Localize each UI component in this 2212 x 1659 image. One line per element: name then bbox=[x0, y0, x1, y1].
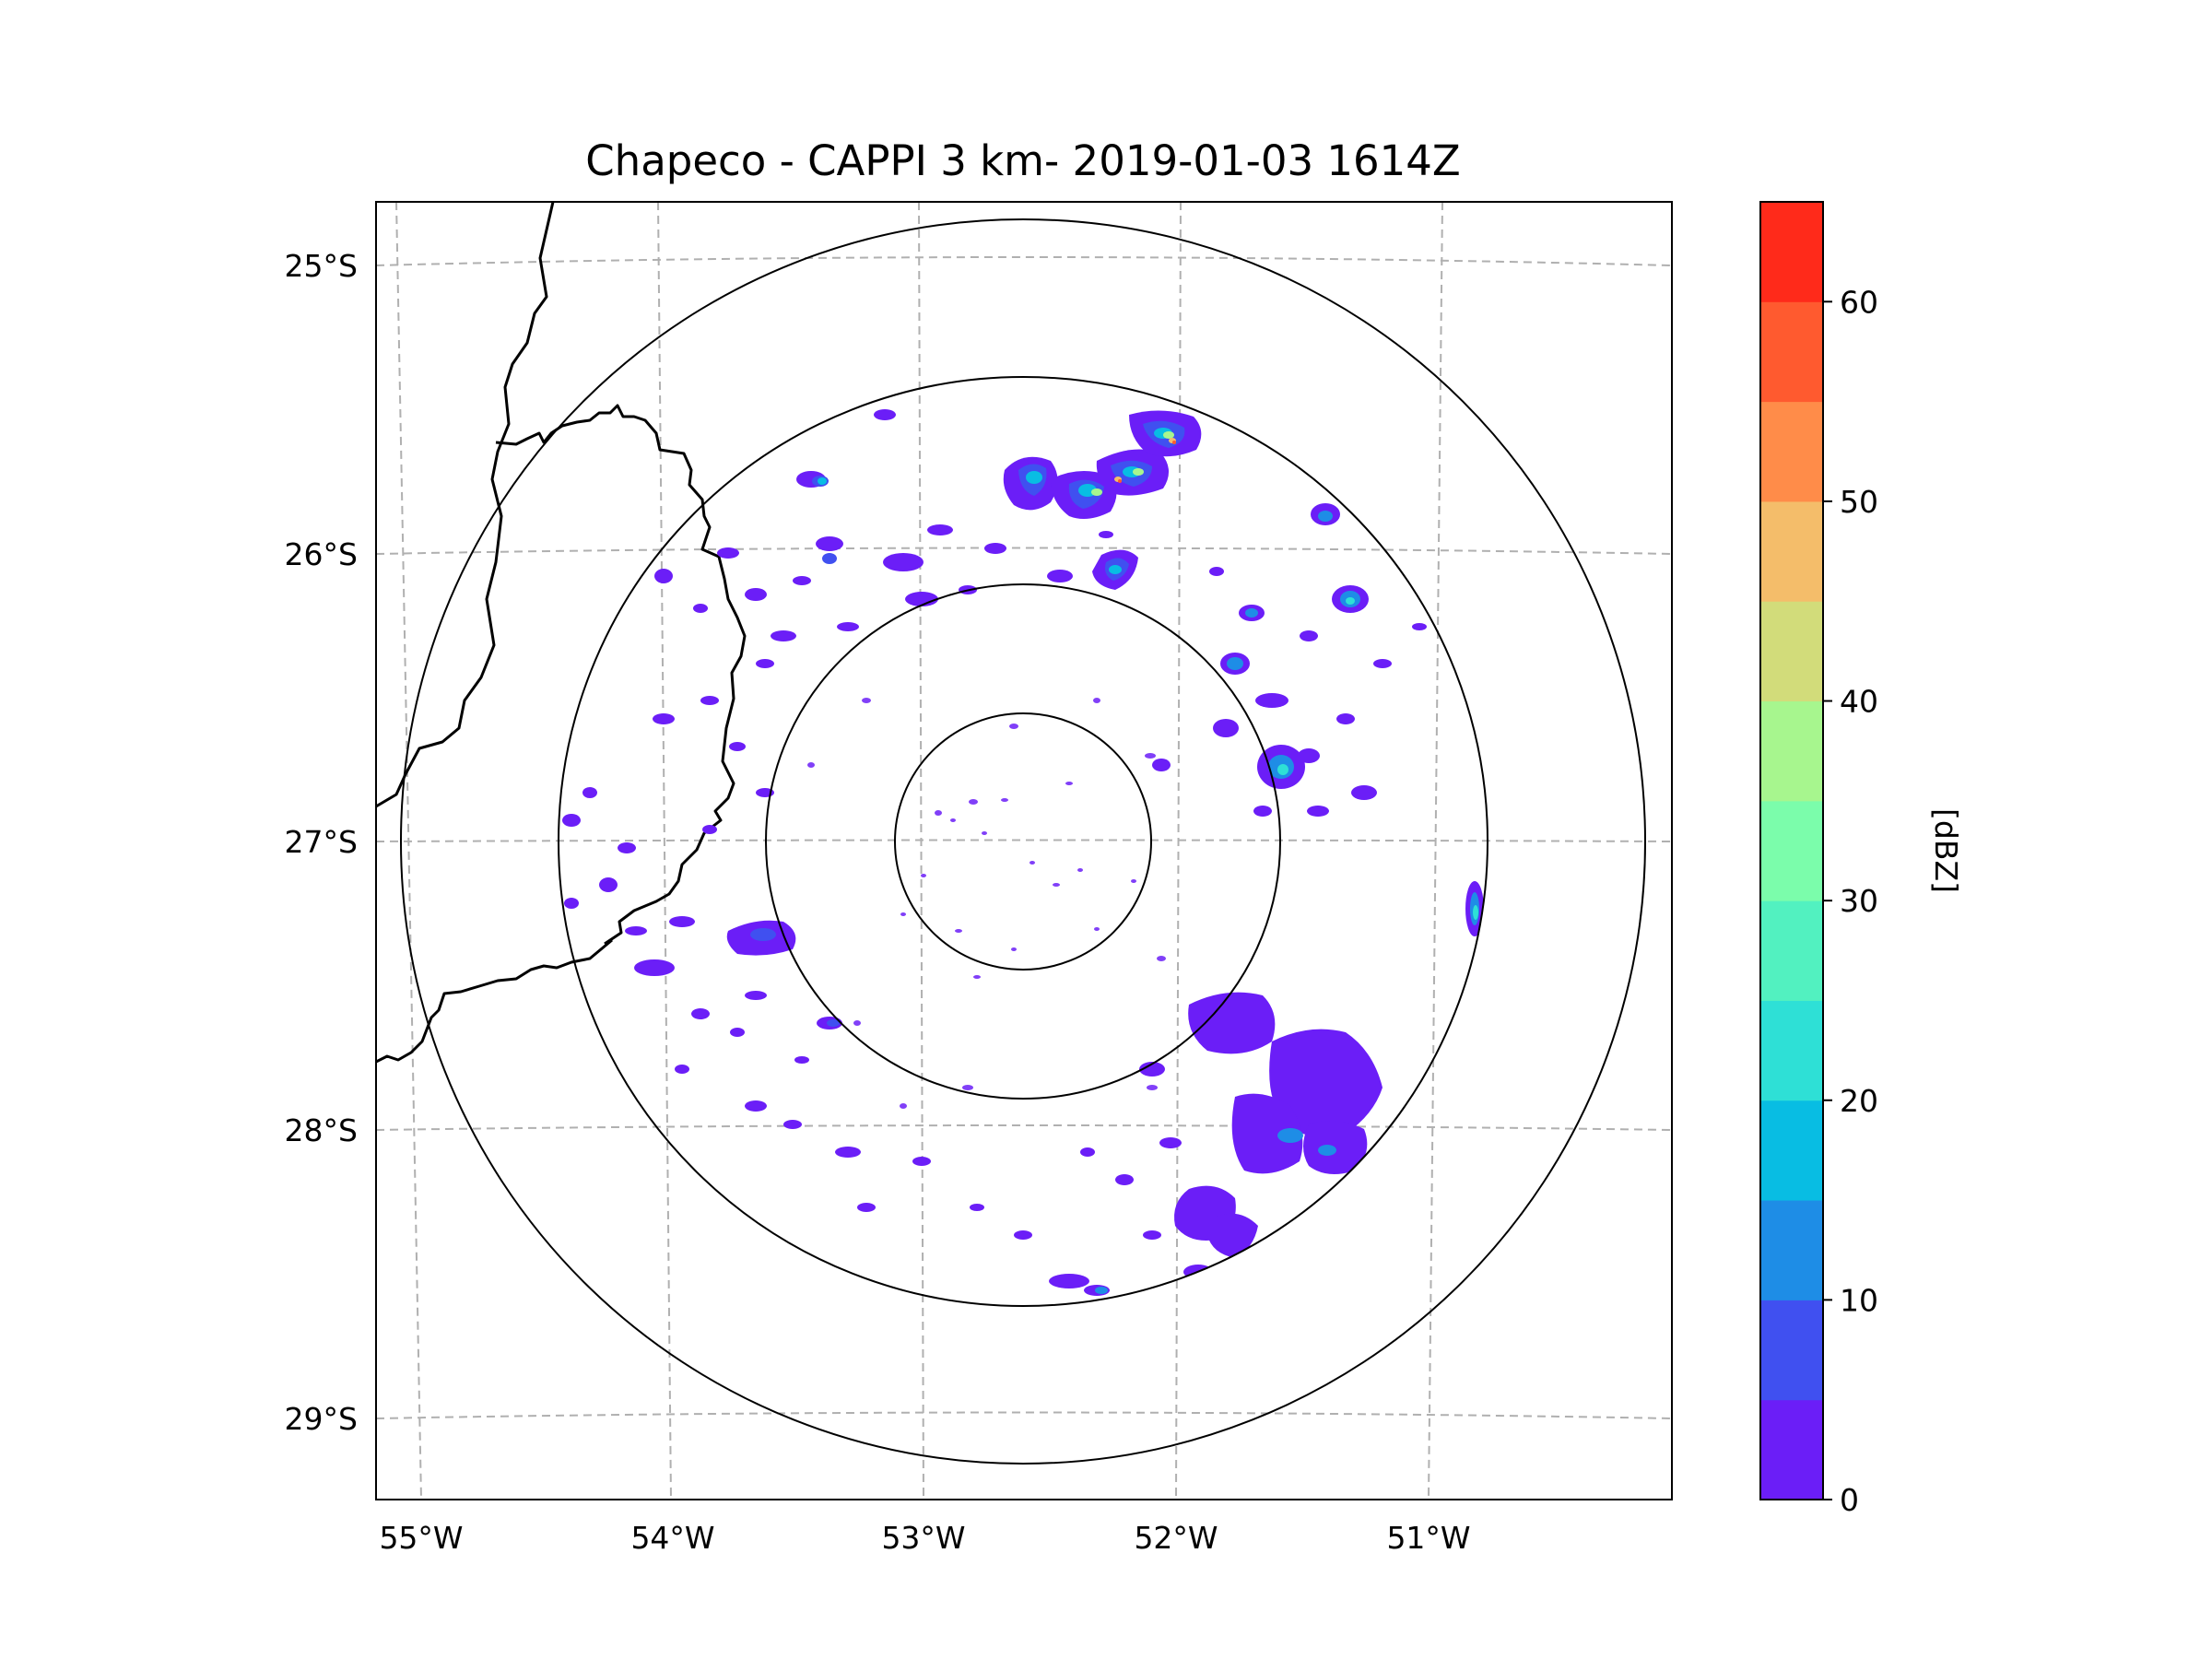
range-rings bbox=[400, 218, 1646, 1465]
colorbar-bin-1 bbox=[1760, 1300, 1823, 1401]
colorbar-tick-label: 50 bbox=[1840, 484, 1878, 520]
grid-lon-54w bbox=[657, 202, 672, 1500]
lat-label: 29°S bbox=[285, 1401, 358, 1437]
lon-label: 54°W bbox=[630, 1520, 714, 1556]
map-frame bbox=[375, 201, 1673, 1500]
lon-label: 55°W bbox=[379, 1520, 463, 1556]
grid-lon-55w bbox=[395, 202, 422, 1500]
colorbar-bin-12 bbox=[1760, 202, 1823, 302]
graticule bbox=[376, 202, 1672, 1500]
grid-lon-52w bbox=[1175, 202, 1182, 1500]
border-santa-catarina-rio-grande-do-sul bbox=[376, 938, 613, 1064]
range-ring-2 bbox=[765, 583, 1281, 1100]
latitude-labels: 25°S 26°S 27°S 28°S 29°S bbox=[285, 248, 358, 1437]
colorbar-bins bbox=[1760, 202, 1823, 1500]
echo-east-moderate bbox=[1277, 597, 1478, 920]
colorbar-tick-label: 30 bbox=[1840, 883, 1878, 919]
map-background bbox=[376, 202, 1672, 1500]
reflectivity-echoes bbox=[562, 409, 1484, 1296]
colorbar-bin-9 bbox=[1760, 500, 1823, 602]
colorbar-bin-7 bbox=[1760, 700, 1823, 802]
echo-southeast-field bbox=[970, 992, 1382, 1296]
range-ring-3 bbox=[558, 376, 1488, 1307]
echo-north-strong bbox=[1091, 431, 1174, 496]
colorbar-tick-label: 10 bbox=[1840, 1282, 1878, 1318]
colorbar-ticks: 0 10 20 30 40 50 60 bbox=[1823, 284, 1878, 1518]
echo-east-core bbox=[1227, 511, 1479, 925]
border-argentina-parana bbox=[376, 202, 555, 808]
range-ring-1 bbox=[894, 712, 1152, 971]
colorbar-bin-5 bbox=[1760, 900, 1823, 1001]
echo-southeast-core bbox=[1095, 1128, 1336, 1294]
colorbar-tick-label: 40 bbox=[1840, 684, 1878, 720]
colorbar-bin-2 bbox=[1760, 1200, 1823, 1300]
colorbar-bin-4 bbox=[1760, 1000, 1823, 1101]
echo-light-speckle bbox=[807, 698, 1166, 1109]
colorbar-bin-6 bbox=[1760, 800, 1823, 901]
echo-north-band bbox=[654, 409, 1202, 668]
colorbar-tick-label: 0 bbox=[1840, 1482, 1859, 1518]
grid-lon-51w bbox=[1428, 202, 1443, 1500]
colorbar-bin-3 bbox=[1760, 1100, 1823, 1201]
colorbar-label: [dBZ] bbox=[1928, 808, 1964, 893]
lon-label: 51°W bbox=[1386, 1520, 1470, 1556]
echo-north-peak bbox=[1118, 441, 1176, 483]
political-borders bbox=[376, 202, 747, 1064]
lat-label: 25°S bbox=[285, 248, 358, 284]
longitude-labels: 55°W 54°W 53°W 52°W 51°W bbox=[379, 1520, 1470, 1556]
lat-label: 26°S bbox=[285, 536, 358, 572]
colorbar-bin-10 bbox=[1760, 401, 1823, 502]
lon-label: 52°W bbox=[1134, 1520, 1218, 1556]
colorbar: 0 10 20 30 40 50 60 [dBZ] bbox=[1759, 201, 1964, 1518]
range-ring-4 bbox=[400, 218, 1646, 1465]
echo-west-core bbox=[750, 928, 840, 1027]
colorbar-bin-8 bbox=[1760, 601, 1823, 702]
map-panel bbox=[375, 201, 1673, 1500]
colorbar-tick-label: 60 bbox=[1840, 284, 1878, 320]
colorbar-bin-11 bbox=[1760, 301, 1823, 403]
chart-title: Chapeco - CAPPI 3 km- 2019-01-03 1614Z bbox=[585, 136, 1460, 185]
grid-lon-53w bbox=[918, 202, 924, 1500]
colorbar-tick-label: 20 bbox=[1840, 1083, 1878, 1119]
colorbar-bin-0 bbox=[1760, 1399, 1823, 1500]
colorbar-frame bbox=[1759, 201, 1824, 1500]
lon-label: 53°W bbox=[881, 1520, 965, 1556]
lat-label: 27°S bbox=[285, 824, 358, 860]
border-parana-santa-catarina bbox=[495, 404, 747, 946]
lat-label: 28°S bbox=[285, 1112, 358, 1148]
